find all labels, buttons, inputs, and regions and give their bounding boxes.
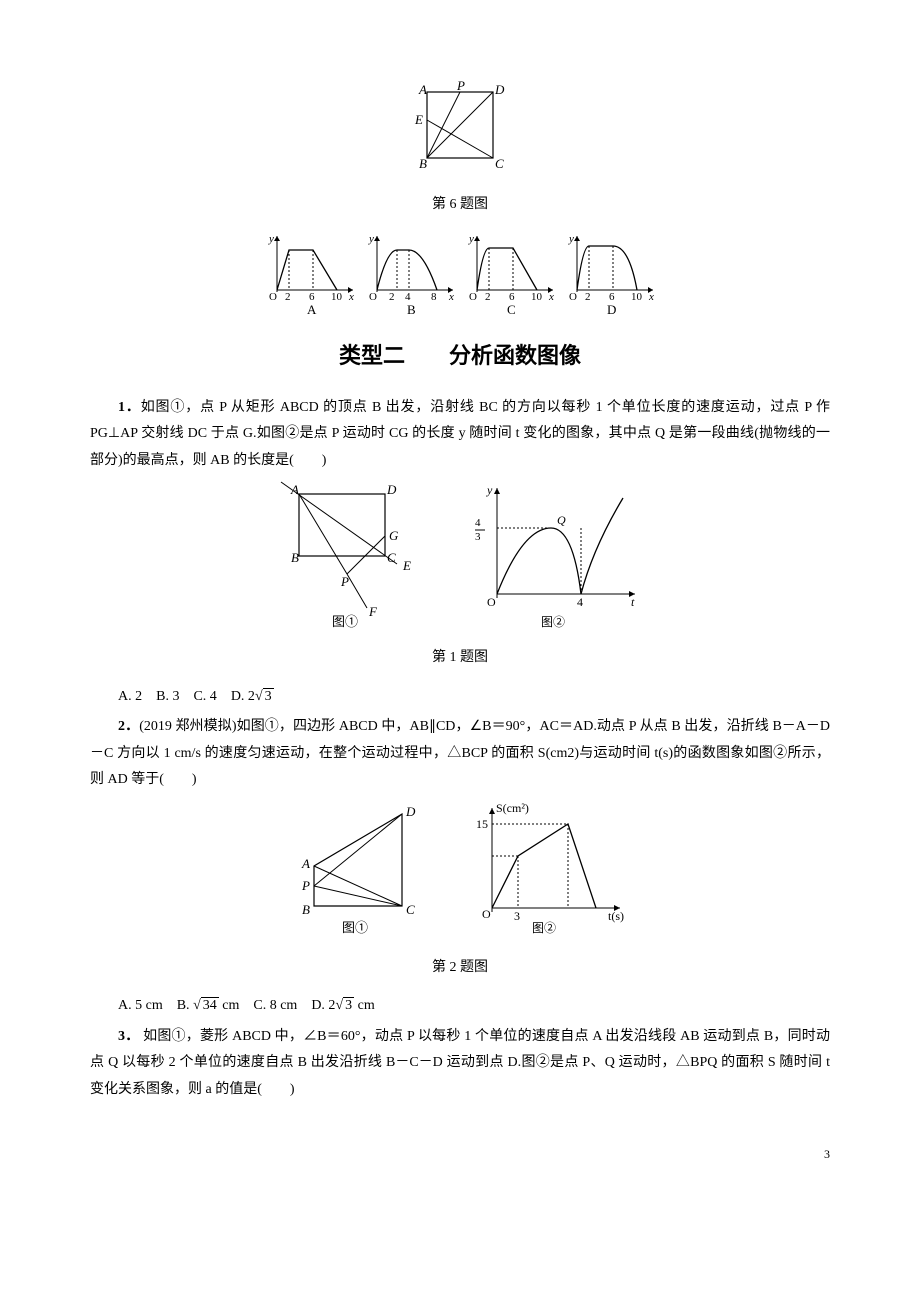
svg-text:图②: 图② [541,615,565,628]
svg-text:Q: Q [557,513,566,527]
label-P: P [456,80,465,93]
q1-text: 1．如图①，点 P 从矩形 ABCD 的顶点 B 出发，沿射线 BC 的方向以每… [90,395,830,475]
svg-text:S(cm²): S(cm²) [496,801,529,815]
svg-text:x: x [448,291,454,303]
svg-text:t(s): t(s) [608,909,624,923]
page-number: 3 [90,1143,830,1166]
q1-choice-d: D. 2√3 [231,688,274,704]
svg-text:y: y [568,233,574,245]
svg-text:O: O [482,907,491,921]
svg-text:P: P [340,574,349,589]
svg-text:图②: 图② [532,921,556,935]
svg-text:2: 2 [585,291,591,303]
svg-text:O: O [487,595,496,609]
svg-text:4: 4 [577,595,583,609]
svg-text:C: C [406,902,415,917]
svg-text:D: D [386,482,397,497]
label-D: D [494,82,505,97]
q1-caption: 第 1 题图 [90,645,830,672]
q2-num: 2． [118,719,139,734]
svg-text:B: B [291,550,299,565]
svg-text:2: 2 [389,291,395,303]
section-title: 类型二 分析函数图像 [90,335,830,377]
label-C: C [495,156,504,171]
svg-text:图①: 图① [332,614,358,628]
svg-text:x: x [348,291,354,303]
label-B: B [419,156,427,171]
q2-source: (2019 郑州模拟) [139,719,236,734]
fig6-options: y O x 2 6 10 A y O x [90,230,830,327]
q1-choices: A. 2 B. 3 C. 4 D. 2√3 [90,684,830,711]
q1-figure: A D B C E G P F 图① y O t [90,478,830,639]
svg-text:y: y [486,483,493,497]
fig6-caption: 第 6 题图 [90,192,830,219]
svg-text:B: B [407,302,416,316]
q2-figure: A P B C D 图① S(cm²) O t(s) [90,798,830,949]
svg-text:O: O [369,291,377,303]
q2-choices: A. 5 cm B. √34 cm C. 8 cm D. 2√3 cm [90,993,830,1020]
label-A: A [418,82,427,97]
svg-text:E: E [402,558,411,573]
svg-text:10: 10 [531,291,543,303]
svg-text:10: 10 [331,291,343,303]
q1-choice-c: C. 4 [193,689,216,704]
svg-text:3: 3 [514,909,520,923]
svg-text:A: A [301,856,310,871]
svg-text:y: y [468,233,474,245]
svg-text:x: x [548,291,554,303]
svg-text:t: t [631,595,635,609]
svg-text:y: y [368,233,374,245]
svg-text:C: C [387,550,396,565]
q1-choice-a: A. 2 [118,689,142,704]
svg-text:O: O [569,291,577,303]
svg-text:P: P [301,878,310,893]
q3-text: 3． 如图①，菱形 ABCD 中，∠B＝60°，动点 P 以每秒 1 个单位的速… [90,1024,830,1104]
q2-choice-a: A. 5 cm [118,998,163,1013]
q2-choice-b: B. √34 cm [177,997,240,1013]
svg-text:图①: 图① [342,920,368,935]
q1-num: 1． [118,400,141,415]
label-E: E [414,112,423,127]
svg-text:2: 2 [285,291,291,303]
q2-text: 2．(2019 郑州模拟)如图①，四边形 ABCD 中，AB∥CD，∠B＝90°… [90,714,830,794]
svg-text:A: A [307,302,317,316]
svg-text:8: 8 [431,291,437,303]
svg-text:C: C [507,302,516,316]
q2-caption: 第 2 题图 [90,955,830,982]
q1-body: 如图①，点 P 从矩形 ABCD 的顶点 B 出发，沿射线 BC 的方向以每秒 … [90,400,830,468]
svg-text:y: y [268,233,274,245]
q3-num: 3． [118,1029,139,1044]
svg-text:D: D [405,804,416,819]
svg-text:10: 10 [631,291,643,303]
svg-text:F: F [368,604,378,619]
svg-text:A: A [290,482,299,497]
svg-text:O: O [269,291,277,303]
q3-body: 如图①，菱形 ABCD 中，∠B＝60°，动点 P 以每秒 1 个单位的速度自点… [90,1029,830,1097]
svg-text:B: B [302,902,310,917]
svg-text:D: D [607,302,616,316]
svg-text:2: 2 [485,291,491,303]
fig6-square: A P D E B C [90,80,830,186]
q2-choice-d: D. 2√3 cm [311,997,374,1013]
svg-text:3: 3 [475,531,481,543]
svg-text:x: x [648,291,654,303]
q2-choice-c: C. 8 cm [253,998,297,1013]
q1-choice-b: B. 3 [156,689,179,704]
svg-text:15: 15 [476,817,488,831]
svg-text:4: 4 [475,517,481,529]
svg-text:G: G [389,528,399,543]
svg-text:O: O [469,291,477,303]
